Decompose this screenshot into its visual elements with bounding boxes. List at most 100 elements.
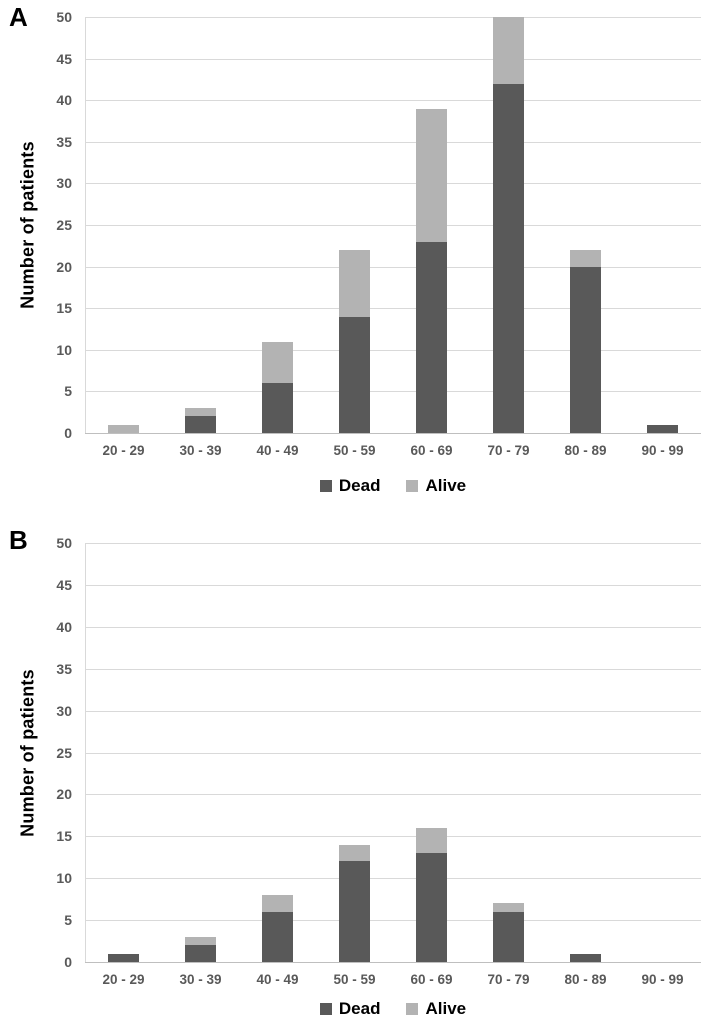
alive-swatch-icon: [406, 1002, 419, 1015]
y-tick-label: 0: [64, 954, 72, 970]
gridline: [85, 794, 701, 796]
bar-segment-alive-70-79: [493, 17, 524, 84]
legend-label-dead: Dead: [338, 476, 381, 495]
panel-b-plot-area: [85, 543, 701, 963]
x-tick-label: 20 - 29: [102, 443, 145, 458]
x-axis-line: [85, 962, 701, 963]
bar-segment-alive-80-89: [570, 249, 601, 267]
gridline: [85, 543, 701, 544]
bar-segment-dead-50-59: [339, 316, 370, 433]
gridline: [85, 225, 701, 226]
y-tick-label: 25: [56, 217, 72, 233]
x-tick-label: 20 - 29: [102, 972, 145, 987]
x-tick-label: 80 - 89: [564, 443, 607, 458]
x-tick-label: 30 - 39: [179, 443, 222, 458]
bar-segment-dead-70-79: [493, 911, 524, 962]
bar-segment-alive-60-69: [416, 827, 447, 854]
bar-segment-alive-20-29: [108, 424, 139, 433]
bar-segment-dead-40-49: [262, 911, 293, 962]
gridline: [85, 100, 701, 102]
bar-segment-dead-60-69: [416, 241, 447, 433]
x-tick-label: 70 - 79: [487, 972, 530, 987]
dead-swatch-icon: [319, 479, 332, 492]
y-tick-label: 45: [56, 50, 72, 67]
y-tick-label: 30: [56, 702, 72, 719]
x-tick-label: 40 - 49: [256, 972, 299, 987]
panel-a: A Number of patients Dead Alive 0 5 10 15 20…: [9, 2, 701, 494]
y-tick-label: 25: [56, 744, 72, 761]
panel-b: B Number of patients Dead Alive 0 5 10 15 20…: [0, 514, 709, 1028]
bar-segment-dead-80-89: [570, 266, 601, 433]
y-tick-label: 40: [56, 618, 72, 635]
gridline: [85, 266, 701, 268]
panel-a-legend: Dead Alive: [85, 477, 701, 494]
y-tick-label: 5: [64, 912, 72, 929]
x-tick-label: 50 - 59: [333, 443, 376, 458]
y-tick-label: 5: [64, 383, 72, 400]
x-tick-label: 90 - 99: [641, 443, 684, 458]
y-tick-label: 15: [56, 828, 72, 845]
bar-segment-alive-30-39: [185, 936, 216, 946]
bar-segment-alive-70-79: [493, 903, 524, 912]
gridline: [85, 349, 701, 351]
panel-a-letter: A: [9, 2, 28, 32]
y-tick-label: 45: [56, 576, 72, 593]
bar-segment-dead-80-89: [570, 953, 601, 962]
legend-label-alive: Alive: [425, 476, 467, 495]
x-tick-label: 60 - 69: [410, 443, 453, 458]
bar-segment-alive-50-59: [339, 249, 370, 317]
bar-segment-dead-30-39: [185, 945, 216, 962]
bar-segment-dead-60-69: [416, 853, 447, 962]
gridline: [85, 836, 701, 838]
bar-segment-alive-60-69: [416, 108, 447, 242]
bar-segment-dead-20-29: [108, 953, 139, 962]
gridline: [85, 878, 701, 880]
y-tick-label: 50: [56, 535, 72, 551]
y-tick-label: 35: [56, 660, 72, 677]
gridline: [85, 710, 701, 712]
gridline: [85, 391, 701, 393]
gridline: [85, 668, 701, 670]
panel-b-letter: B: [9, 525, 28, 555]
x-tick-label: 80 - 89: [564, 972, 607, 987]
y-tick-label: 20: [56, 786, 72, 803]
gridline: [85, 920, 701, 922]
y-tick-label: 10: [56, 870, 72, 887]
bar-segment-alive-40-49: [262, 894, 293, 912]
bar-segment-dead-30-39: [185, 416, 216, 433]
legend-item-dead: Dead: [319, 999, 381, 1018]
x-tick-label: 90 - 99: [641, 972, 684, 987]
legend-item-dead: Dead: [319, 476, 381, 495]
legend-item-alive: Alive: [406, 477, 466, 494]
y-tick-label: 30: [56, 175, 72, 192]
x-axis-line: [85, 433, 701, 434]
x-tick-label: 60 - 69: [410, 972, 453, 987]
y-tick-label: 40: [56, 92, 72, 109]
x-tick-label: 50 - 59: [333, 972, 376, 987]
dead-swatch-icon: [319, 1002, 332, 1015]
y-tick-label: 0: [64, 425, 72, 441]
gridline: [85, 584, 701, 586]
y-tick-label: 20: [56, 258, 72, 275]
legend-label-alive: Alive: [425, 999, 467, 1018]
gridline: [85, 183, 701, 185]
gridline: [85, 58, 701, 60]
bar-segment-dead-50-59: [339, 861, 370, 962]
y-tick-label: 35: [56, 133, 72, 150]
bar-segment-dead-40-49: [262, 383, 293, 433]
x-tick-label: 70 - 79: [487, 443, 530, 458]
gridline: [85, 752, 701, 754]
x-tick-label: 40 - 49: [256, 443, 299, 458]
bar-segment-alive-30-39: [185, 408, 216, 417]
gridline: [85, 308, 701, 310]
gridline: [85, 626, 701, 628]
gridline: [85, 17, 701, 18]
panel-a-plot-area: [85, 17, 701, 434]
bar-segment-alive-40-49: [262, 341, 293, 384]
legend-item-alive: Alive: [406, 1000, 466, 1017]
bar-segment-dead-90-99: [647, 424, 678, 433]
legend-label-dead: Dead: [338, 999, 381, 1018]
x-tick-label: 30 - 39: [179, 972, 222, 987]
alive-swatch-icon: [406, 479, 419, 492]
